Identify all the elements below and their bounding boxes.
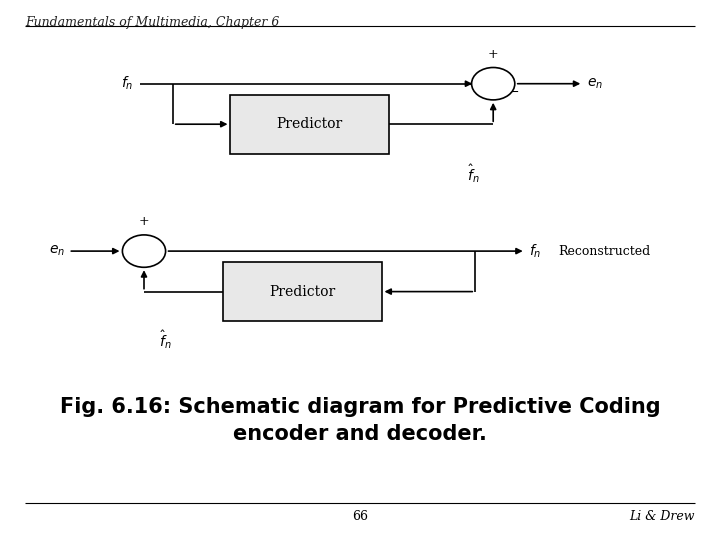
Text: $e_n$: $e_n$ (49, 244, 65, 258)
Text: Fig. 6.16: Schematic diagram for Predictive Coding: Fig. 6.16: Schematic diagram for Predict… (60, 397, 660, 417)
Text: $\hat{f}_n$: $\hat{f}_n$ (467, 162, 479, 185)
FancyBboxPatch shape (223, 262, 382, 321)
Circle shape (472, 68, 515, 100)
Text: +: + (139, 215, 149, 228)
Text: +: + (488, 48, 498, 60)
Text: Li & Drew: Li & Drew (629, 510, 695, 523)
Text: $f_n$: $f_n$ (529, 242, 541, 260)
Text: Reconstructed: Reconstructed (558, 245, 650, 258)
FancyBboxPatch shape (230, 94, 389, 154)
Text: encoder and decoder.: encoder and decoder. (233, 424, 487, 444)
Text: $e_n$: $e_n$ (587, 77, 603, 91)
Circle shape (122, 235, 166, 267)
Text: $\hat{f}_n$: $\hat{f}_n$ (159, 328, 172, 351)
Text: 66: 66 (352, 510, 368, 523)
Text: Predictor: Predictor (269, 285, 336, 299)
Text: Fundamentals of Multimedia, Chapter 6: Fundamentals of Multimedia, Chapter 6 (25, 16, 279, 29)
Text: Predictor: Predictor (276, 117, 343, 131)
Text: $f_n$: $f_n$ (121, 75, 133, 92)
Text: −: − (508, 86, 519, 99)
